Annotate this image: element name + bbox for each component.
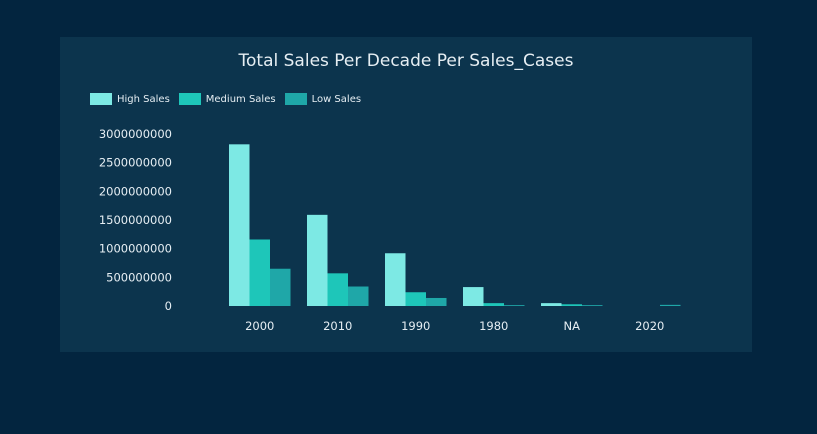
y-tick-label: 3000000000 (99, 127, 172, 141)
bar-medium-sales-1990[interactable] (405, 292, 427, 306)
bar-high-sales-1980[interactable] (463, 287, 484, 306)
x-tick-label: NA (564, 319, 581, 333)
bar-low-sales-1980[interactable] (504, 305, 525, 306)
chart-title: Total Sales Per Decade Per Sales_Cases (238, 51, 574, 71)
bar-low-sales-2010[interactable] (348, 286, 369, 306)
bar-high-sales-na[interactable] (541, 303, 562, 306)
bar-low-sales-2000[interactable] (270, 268, 291, 306)
bar-medium-sales-2000[interactable] (249, 239, 271, 306)
legend-swatch-high-sales (90, 93, 112, 105)
x-tick-label: 2010 (323, 319, 352, 333)
legend-swatch-medium-sales (178, 93, 201, 105)
legend-item-high-sales[interactable]: High Sales (90, 93, 170, 105)
y-tick-label: 0 (165, 299, 172, 313)
bar-medium-sales-1980[interactable] (483, 303, 505, 306)
legend-item-medium-sales[interactable]: Medium Sales (178, 93, 276, 105)
legend-item-low-sales[interactable]: Low Sales (284, 93, 362, 105)
legend-label-low-sales: Low Sales (311, 93, 362, 105)
y-tick-label: 2000000000 (99, 184, 172, 198)
legend-swatch-low-sales (284, 93, 307, 105)
bar-medium-sales-2010[interactable] (327, 273, 349, 306)
x-tick-label: 2020 (635, 319, 664, 333)
y-tick-label: 2500000000 (99, 156, 172, 170)
chart-legend: High Sales Medium Sales Low Sales (90, 93, 370, 105)
bar-high-sales-2010[interactable] (307, 214, 328, 306)
y-tick-label: 1500000000 (99, 213, 172, 227)
bar-medium-sales-na[interactable] (561, 304, 583, 306)
bar-low-sales-2020[interactable] (660, 304, 681, 306)
y-tick-label: 500000000 (106, 270, 172, 284)
bar-high-sales-2000[interactable] (229, 144, 250, 306)
chart-panel: Total Sales Per Decade Per Sales_Cases H… (60, 37, 752, 352)
y-tick-label: 1000000000 (99, 242, 172, 256)
bar-chart-plot: 0 500000000 1000000000 1500000000 2000000000… (99, 127, 681, 333)
bar-low-sales-1990[interactable] (426, 297, 447, 306)
x-tick-label: 2000 (245, 319, 274, 333)
bar-high-sales-1990[interactable] (385, 253, 406, 306)
legend-label-high-sales: High Sales (117, 93, 170, 105)
x-tick-label: 1980 (479, 319, 508, 333)
bar-low-sales-na[interactable] (582, 305, 603, 306)
x-tick-label: 1990 (401, 319, 430, 333)
legend-label-medium-sales: Medium Sales (205, 93, 276, 105)
